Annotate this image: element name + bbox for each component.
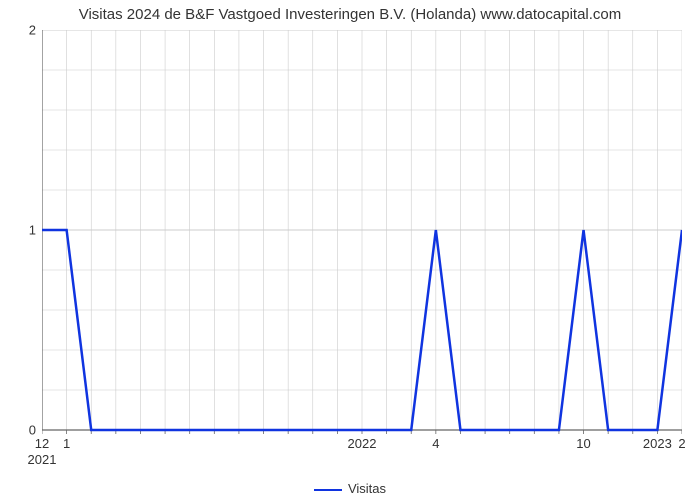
y-tick-label: 2 xyxy=(16,23,36,38)
x-tick-year: 2021 xyxy=(28,452,57,467)
chart-container: Visitas 2024 de B&F Vastgoed Investering… xyxy=(0,0,700,500)
x-tick-label: 2 xyxy=(678,436,685,451)
x-tick-label: 1 xyxy=(63,436,70,451)
x-tick-label: 12 xyxy=(35,436,49,451)
chart-legend: Visitas xyxy=(0,481,700,496)
y-tick-label: 0 xyxy=(16,423,36,438)
legend-swatch xyxy=(314,489,342,491)
chart-title: Visitas 2024 de B&F Vastgoed Investering… xyxy=(0,6,700,23)
chart-plot xyxy=(42,30,682,436)
y-tick-label: 1 xyxy=(16,223,36,238)
x-tick-label: 4 xyxy=(432,436,439,451)
x-tick-label: 10 xyxy=(576,436,590,451)
x-tick-label: 2023 xyxy=(643,436,672,451)
legend-label: Visitas xyxy=(348,481,386,496)
x-tick-label: 2022 xyxy=(348,436,377,451)
